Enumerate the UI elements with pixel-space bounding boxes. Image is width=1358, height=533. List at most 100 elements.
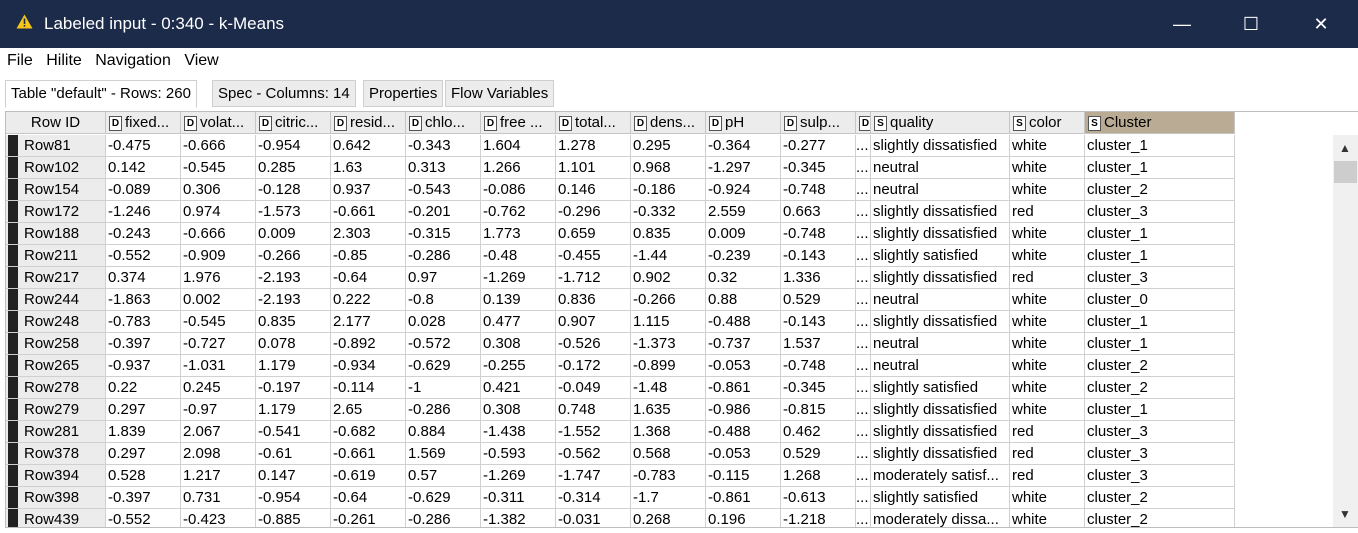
row-id-cell[interactable]: Row248 <box>6 311 106 333</box>
table-cell[interactable]: -0.8 <box>406 289 481 311</box>
table-cell[interactable]: -0.201 <box>406 201 481 223</box>
table-cell[interactable]: 1.266 <box>481 157 556 179</box>
table-cell[interactable]: cluster_3 <box>1085 267 1235 289</box>
chevron-up-icon[interactable]: ▲ <box>1339 141 1351 155</box>
table-cell[interactable]: -0.143 <box>781 311 856 333</box>
table-cell[interactable]: -0.526 <box>556 333 631 355</box>
table-cell[interactable]: -1.747 <box>556 465 631 487</box>
row-id-cell[interactable]: Row378 <box>6 443 106 465</box>
table-cell[interactable]: ... <box>856 135 871 157</box>
menu-view[interactable]: View <box>184 52 219 69</box>
table-cell[interactable]: cluster_1 <box>1085 223 1235 245</box>
row-id-cell[interactable]: Row439 <box>6 509 106 527</box>
table-cell[interactable]: slightly dissatisfied <box>871 311 1010 333</box>
menu-hilite[interactable]: Hilite <box>46 52 82 69</box>
table-cell[interactable]: -1 <box>406 377 481 399</box>
table-cell[interactable]: moderately dissa... <box>871 509 1010 527</box>
table-cell[interactable]: -0.85 <box>331 245 406 267</box>
table-cell[interactable]: -0.737 <box>706 333 781 355</box>
table-cell[interactable]: -1.863 <box>106 289 181 311</box>
table-cell[interactable]: 1.268 <box>781 465 856 487</box>
table-cell[interactable]: 0.529 <box>781 443 856 465</box>
table-cell[interactable]: cluster_2 <box>1085 377 1235 399</box>
row-id-cell[interactable]: Row244 <box>6 289 106 311</box>
table-cell[interactable]: 1.179 <box>256 399 331 421</box>
table-cell[interactable]: 0.306 <box>181 179 256 201</box>
table-cell[interactable]: cluster_1 <box>1085 135 1235 157</box>
table-cell[interactable]: -0.861 <box>706 487 781 509</box>
table-cell[interactable]: -1.269 <box>481 267 556 289</box>
table-cell[interactable]: 1.569 <box>406 443 481 465</box>
table-cell[interactable]: -0.089 <box>106 179 181 201</box>
table-cell[interactable]: white <box>1010 333 1085 355</box>
table-cell[interactable]: -0.314 <box>556 487 631 509</box>
table-cell[interactable]: ... <box>856 201 871 223</box>
table-cell[interactable]: white <box>1010 135 1085 157</box>
table-cell[interactable]: -0.332 <box>631 201 706 223</box>
table-cell[interactable]: slightly satisfied <box>871 245 1010 267</box>
table-cell[interactable]: 0.222 <box>331 289 406 311</box>
table-cell[interactable]: -0.666 <box>181 223 256 245</box>
table-cell[interactable]: cluster_1 <box>1085 157 1235 179</box>
column-header-row-id[interactable]: Row ID <box>6 112 106 134</box>
table-cell[interactable]: 0.147 <box>256 465 331 487</box>
table-cell[interactable]: ... <box>856 443 871 465</box>
table-cell[interactable]: white <box>1010 399 1085 421</box>
table-cell[interactable]: 0.297 <box>106 443 181 465</box>
table-cell[interactable]: 1.604 <box>481 135 556 157</box>
table-cell[interactable]: 0.835 <box>256 311 331 333</box>
table-cell[interactable]: slightly dissatisfied <box>871 135 1010 157</box>
table-cell[interactable]: -0.541 <box>256 421 331 443</box>
table-cell[interactable]: 2.177 <box>331 311 406 333</box>
table-cell[interactable]: ... <box>856 509 871 527</box>
table-cell[interactable]: -0.727 <box>181 333 256 355</box>
table-cell[interactable]: 0.57 <box>406 465 481 487</box>
table-cell[interactable]: 0.22 <box>106 377 181 399</box>
table-cell[interactable]: -0.885 <box>256 509 331 527</box>
table-cell[interactable]: 0.268 <box>631 509 706 527</box>
table-cell[interactable]: 0.295 <box>631 135 706 157</box>
table-cell[interactable]: slightly dissatisfied <box>871 443 1010 465</box>
table-cell[interactable]: -1.269 <box>481 465 556 487</box>
table-cell[interactable]: -1.44 <box>631 245 706 267</box>
table-cell[interactable]: -0.552 <box>106 245 181 267</box>
table-cell[interactable]: red <box>1010 201 1085 223</box>
vertical-scrollbar[interactable]: ▲ ▼ <box>1333 135 1358 527</box>
table-cell[interactable]: -0.861 <box>706 377 781 399</box>
table-cell[interactable]: slightly satisfied <box>871 487 1010 509</box>
table-cell[interactable]: -0.397 <box>106 333 181 355</box>
table-cell[interactable]: cluster_3 <box>1085 201 1235 223</box>
table-cell[interactable]: 1.773 <box>481 223 556 245</box>
table-cell[interactable]: -0.343 <box>406 135 481 157</box>
table-cell[interactable]: 0.974 <box>181 201 256 223</box>
table-cell[interactable]: cluster_1 <box>1085 311 1235 333</box>
table-cell[interactable]: -0.748 <box>781 223 856 245</box>
table-cell[interactable]: neutral <box>871 289 1010 311</box>
table-cell[interactable]: -1.712 <box>556 267 631 289</box>
table-cell[interactable]: ... <box>856 355 871 377</box>
tab-flow-variables[interactable]: Flow Variables <box>445 80 555 107</box>
table-cell[interactable]: ... <box>856 179 871 201</box>
table-cell[interactable]: 0.142 <box>106 157 181 179</box>
table-cell[interactable]: -1.7 <box>631 487 706 509</box>
table-cell[interactable]: -0.783 <box>106 311 181 333</box>
tab-properties[interactable]: Properties <box>363 80 444 107</box>
menu-file[interactable]: File <box>7 52 33 69</box>
table-cell[interactable]: -0.115 <box>706 465 781 487</box>
table-cell[interactable]: moderately satisf... <box>871 465 1010 487</box>
table-cell[interactable]: 0.835 <box>631 223 706 245</box>
table-cell[interactable]: slightly dissatisfied <box>871 267 1010 289</box>
table-cell[interactable]: 1.368 <box>631 421 706 443</box>
table-cell[interactable]: -0.937 <box>106 355 181 377</box>
table-cell[interactable]: red <box>1010 465 1085 487</box>
table-cell[interactable]: slightly dissatisfied <box>871 399 1010 421</box>
table-cell[interactable]: white <box>1010 487 1085 509</box>
table-cell[interactable]: -0.286 <box>406 509 481 527</box>
table-cell[interactable]: -0.562 <box>556 443 631 465</box>
